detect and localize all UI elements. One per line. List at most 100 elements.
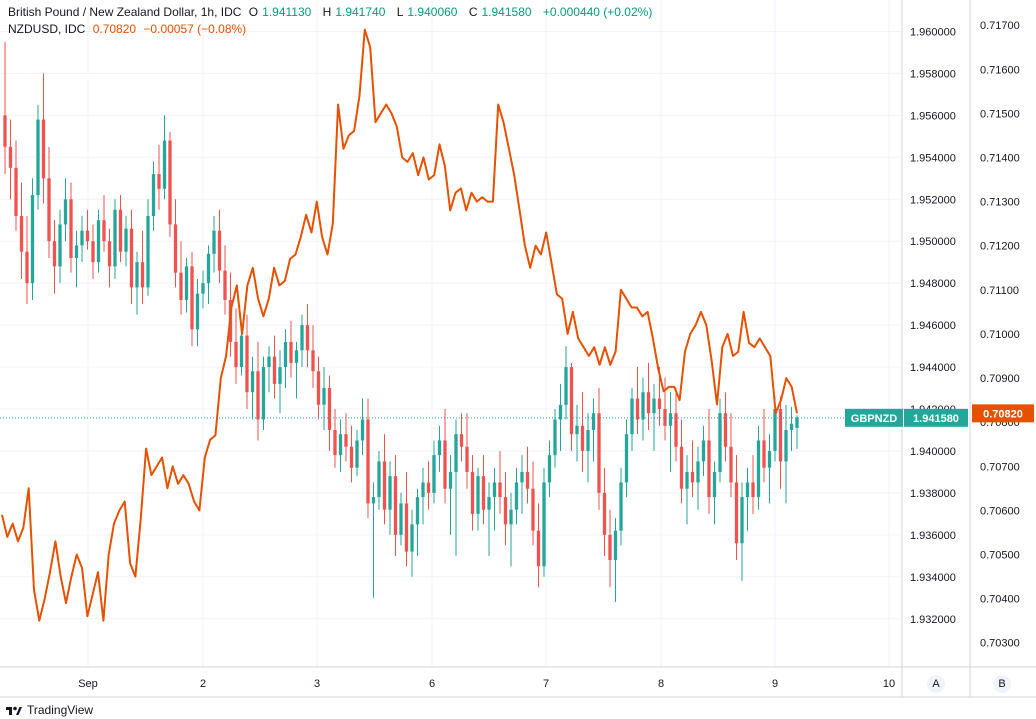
candle-body — [712, 471, 717, 498]
candle-body — [745, 482, 750, 498]
x-tick-label: 7 — [543, 678, 549, 690]
candle — [443, 409, 447, 504]
overlay-symbol[interactable]: NZDUSD, IDC — [8, 22, 86, 36]
candle-body — [69, 199, 73, 258]
candle — [91, 224, 95, 279]
y-tick-label-b: 0.71400 — [980, 152, 1020, 164]
overlay-legend: NZDUSD, IDC 0.70820 −0.00057 (−0.08%) — [8, 22, 250, 36]
candle-body — [283, 341, 288, 368]
candle-body — [168, 140, 172, 225]
candle — [459, 413, 464, 462]
y-tick-label-a: 1.946000 — [910, 320, 956, 332]
candle — [184, 257, 189, 313]
candle — [663, 377, 667, 441]
candle-body — [542, 482, 546, 567]
candle — [729, 413, 733, 498]
symbol-title[interactable]: British Pound / New Zealand Dollar, 1h, … — [8, 5, 242, 19]
candle-body — [525, 471, 530, 489]
candle — [421, 467, 425, 525]
candle-body — [613, 530, 618, 561]
candle — [36, 104, 40, 210]
candle-body — [498, 482, 502, 498]
candle — [377, 450, 381, 510]
candle-body — [388, 476, 392, 510]
candle — [778, 396, 783, 489]
candle — [157, 144, 161, 210]
candle-body — [762, 440, 766, 468]
candle — [751, 455, 755, 514]
candle — [190, 251, 194, 347]
candle — [740, 482, 744, 582]
candle-body — [448, 471, 453, 489]
candle — [575, 404, 579, 462]
auto-scale-b-button[interactable]: B — [993, 675, 1011, 693]
candle-body — [415, 497, 420, 525]
candle-body — [96, 220, 101, 263]
candle — [129, 209, 134, 305]
candle-body — [201, 283, 205, 294]
candle — [294, 341, 299, 399]
candle — [509, 492, 513, 567]
candle — [487, 482, 491, 556]
y-tick-label-a: 1.940000 — [910, 446, 956, 458]
y-tick-label-a: 1.936000 — [910, 530, 956, 542]
candle — [580, 392, 585, 472]
candle-body — [25, 251, 29, 284]
candle — [366, 398, 370, 519]
candle — [333, 409, 337, 468]
x-tick-label: 9 — [772, 678, 778, 690]
candle-body — [718, 413, 722, 472]
overlay-value: 0.70820 — [92, 22, 137, 36]
candle — [734, 455, 739, 561]
y-tick-label-a: 1.934000 — [910, 572, 956, 584]
candle — [41, 73, 46, 204]
candle-body — [784, 429, 788, 462]
candle-body — [124, 228, 128, 252]
open-label: O — [248, 5, 259, 19]
candle-body — [217, 230, 222, 271]
candle — [272, 335, 277, 399]
candle — [586, 413, 590, 483]
candle-body — [536, 530, 541, 567]
candle-body — [102, 220, 106, 242]
candle — [151, 161, 156, 231]
candle-body — [382, 461, 387, 510]
candle — [393, 455, 398, 556]
candle — [591, 398, 596, 462]
candle — [283, 329, 288, 389]
candle — [685, 455, 689, 525]
candle-body — [437, 440, 442, 456]
series-name-badge — [845, 408, 903, 427]
candle-body — [657, 398, 662, 410]
auto-scale-a-button[interactable]: A — [927, 675, 945, 693]
candle-body — [278, 367, 282, 384]
candle-body — [454, 434, 458, 472]
candle-body — [701, 440, 706, 462]
candle — [344, 413, 348, 462]
candle — [564, 346, 568, 420]
candle — [80, 216, 84, 263]
candle-body — [47, 178, 51, 242]
candle-body — [767, 450, 772, 468]
candle — [267, 346, 271, 393]
y-tick-label-b: 0.70600 — [980, 505, 1020, 517]
candle — [410, 509, 414, 577]
high-value: 1.941740 — [335, 5, 386, 19]
candle — [542, 467, 546, 577]
candle — [690, 440, 695, 498]
candle-body — [421, 482, 425, 498]
candle — [630, 388, 634, 451]
candle — [8, 119, 13, 200]
candle-body — [91, 241, 95, 263]
candle-body — [74, 245, 79, 258]
candle — [481, 455, 486, 525]
candle — [256, 341, 260, 441]
y-tick-label-b: 0.71300 — [980, 197, 1020, 209]
candle — [96, 209, 101, 273]
candle-body — [465, 446, 469, 472]
candle — [289, 320, 293, 378]
candle — [707, 409, 711, 514]
candle — [470, 455, 475, 531]
y-tick-label-a: 1.952000 — [910, 194, 956, 206]
